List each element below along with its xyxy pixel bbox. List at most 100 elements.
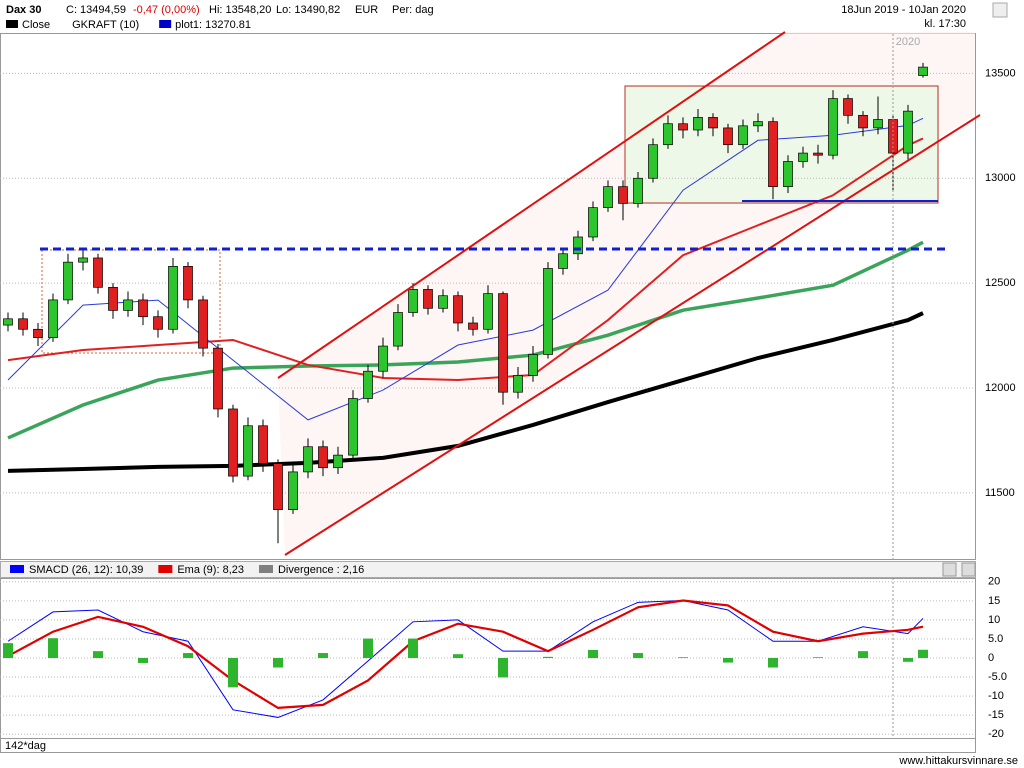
divergence-bar <box>273 658 283 668</box>
candle-body <box>678 123 688 131</box>
candle-body <box>423 289 433 309</box>
y-tick-label: -5.0 <box>988 671 1007 683</box>
candle-body <box>18 318 28 330</box>
candle-body <box>888 119 898 154</box>
candle-body <box>153 316 163 330</box>
y-tick-label: 13500 <box>985 67 1016 79</box>
divergence-bar <box>633 653 643 658</box>
site: www.hittakursvinnare.se <box>898 755 1018 767</box>
candle-body <box>813 152 823 156</box>
candle-body <box>393 312 403 347</box>
candle-body <box>258 425 268 464</box>
y-tick-label: 10 <box>988 614 1000 626</box>
date-range: 18Jun 2019 - 10Jan 2020 <box>841 4 966 16</box>
macd-header <box>0 561 976 578</box>
legend-label: Ema (9): 8,23 <box>177 564 244 576</box>
candle-body <box>78 257 88 263</box>
candle-body <box>453 295 463 324</box>
candle-body <box>843 98 853 116</box>
candle-body <box>558 253 568 269</box>
divergence-bar <box>543 656 553 658</box>
candle-body <box>168 266 178 330</box>
y-tick-label: -20 <box>988 728 1004 740</box>
candle-body <box>228 408 238 477</box>
candle-body <box>363 370 373 399</box>
candle-body <box>123 299 133 311</box>
divergence-bar <box>183 653 193 658</box>
divergence-bar <box>588 650 598 658</box>
candle-body <box>303 446 313 473</box>
candle-body <box>138 299 148 318</box>
candle-body <box>543 268 553 355</box>
candle-body <box>633 177 643 204</box>
divergence-bar <box>3 643 13 658</box>
candle-body <box>3 318 13 326</box>
y-tick-label: 20 <box>988 576 1000 588</box>
candle-body <box>783 161 793 188</box>
channel-upper <box>277 31 786 379</box>
legend-swatch <box>258 565 273 573</box>
y-tick-label: -10 <box>988 690 1004 702</box>
divergence-bar <box>228 658 238 688</box>
candle-body <box>378 345 388 372</box>
divergence-bar <box>918 649 928 658</box>
candle-body <box>198 299 208 349</box>
candle-body <box>48 299 58 339</box>
candle-body <box>618 186 628 204</box>
days-label: 142*dag <box>5 740 46 752</box>
y-tick-label: 5.0 <box>988 633 1003 645</box>
divergence-bar <box>318 653 328 658</box>
candle-body <box>528 354 538 376</box>
candle-body <box>738 125 748 146</box>
divergence-bar <box>48 638 58 658</box>
currency: EUR <box>355 4 378 16</box>
candle-body <box>468 322 478 330</box>
y-tick-label: 15 <box>988 595 1000 607</box>
year-label: 2020 <box>896 36 920 48</box>
candle-body <box>63 261 73 301</box>
period: Per: dag <box>392 4 434 16</box>
divergence-bar <box>93 651 103 658</box>
candle-body <box>603 186 613 208</box>
candle-body <box>348 398 358 456</box>
candle-body <box>498 293 508 393</box>
candle-body <box>903 110 913 154</box>
candle-body <box>663 123 673 146</box>
candle-body <box>213 347 223 410</box>
channel-lower <box>284 114 981 556</box>
candle-body <box>273 463 283 511</box>
candle-body <box>648 144 658 179</box>
close-panel-button[interactable] <box>961 562 976 577</box>
close-text: C: 13494,59 <box>66 4 126 16</box>
candle-body <box>723 127 733 146</box>
legend-label: SMACD (26, 12): 10,39 <box>29 564 143 576</box>
candle-body <box>288 471 298 511</box>
candle-body <box>243 425 253 477</box>
legend-swatch <box>6 20 18 28</box>
candle-body <box>93 257 103 288</box>
candle-body <box>858 114 868 129</box>
zoom-button[interactable] <box>942 562 957 577</box>
y-tick-label: 12000 <box>985 382 1016 394</box>
divergence-bar <box>813 657 823 658</box>
legend-label: GKRAFT (10) <box>72 19 139 31</box>
divergence-bar <box>363 638 373 658</box>
high-text: Hi: 13548,20 <box>209 4 271 16</box>
legend-swatch <box>159 20 172 28</box>
divergence-bar <box>498 658 508 678</box>
low-text: Lo: 13490,82 <box>276 4 340 16</box>
y-tick-label: -15 <box>988 709 1004 721</box>
symbol: Dax 30 <box>6 4 41 16</box>
close-button[interactable] <box>992 2 1008 18</box>
legend-swatch <box>158 565 173 573</box>
candle-body <box>408 289 418 313</box>
divergence-bar <box>678 657 688 658</box>
divergence-bar <box>768 658 778 668</box>
candle-body <box>108 286 118 311</box>
legend-label: Close <box>22 19 50 31</box>
candle-body <box>573 236 583 255</box>
legend-label: plot1: 13270.81 <box>175 19 251 31</box>
y-tick-label: 12500 <box>985 277 1016 289</box>
y-tick-label: 11500 <box>985 487 1015 499</box>
